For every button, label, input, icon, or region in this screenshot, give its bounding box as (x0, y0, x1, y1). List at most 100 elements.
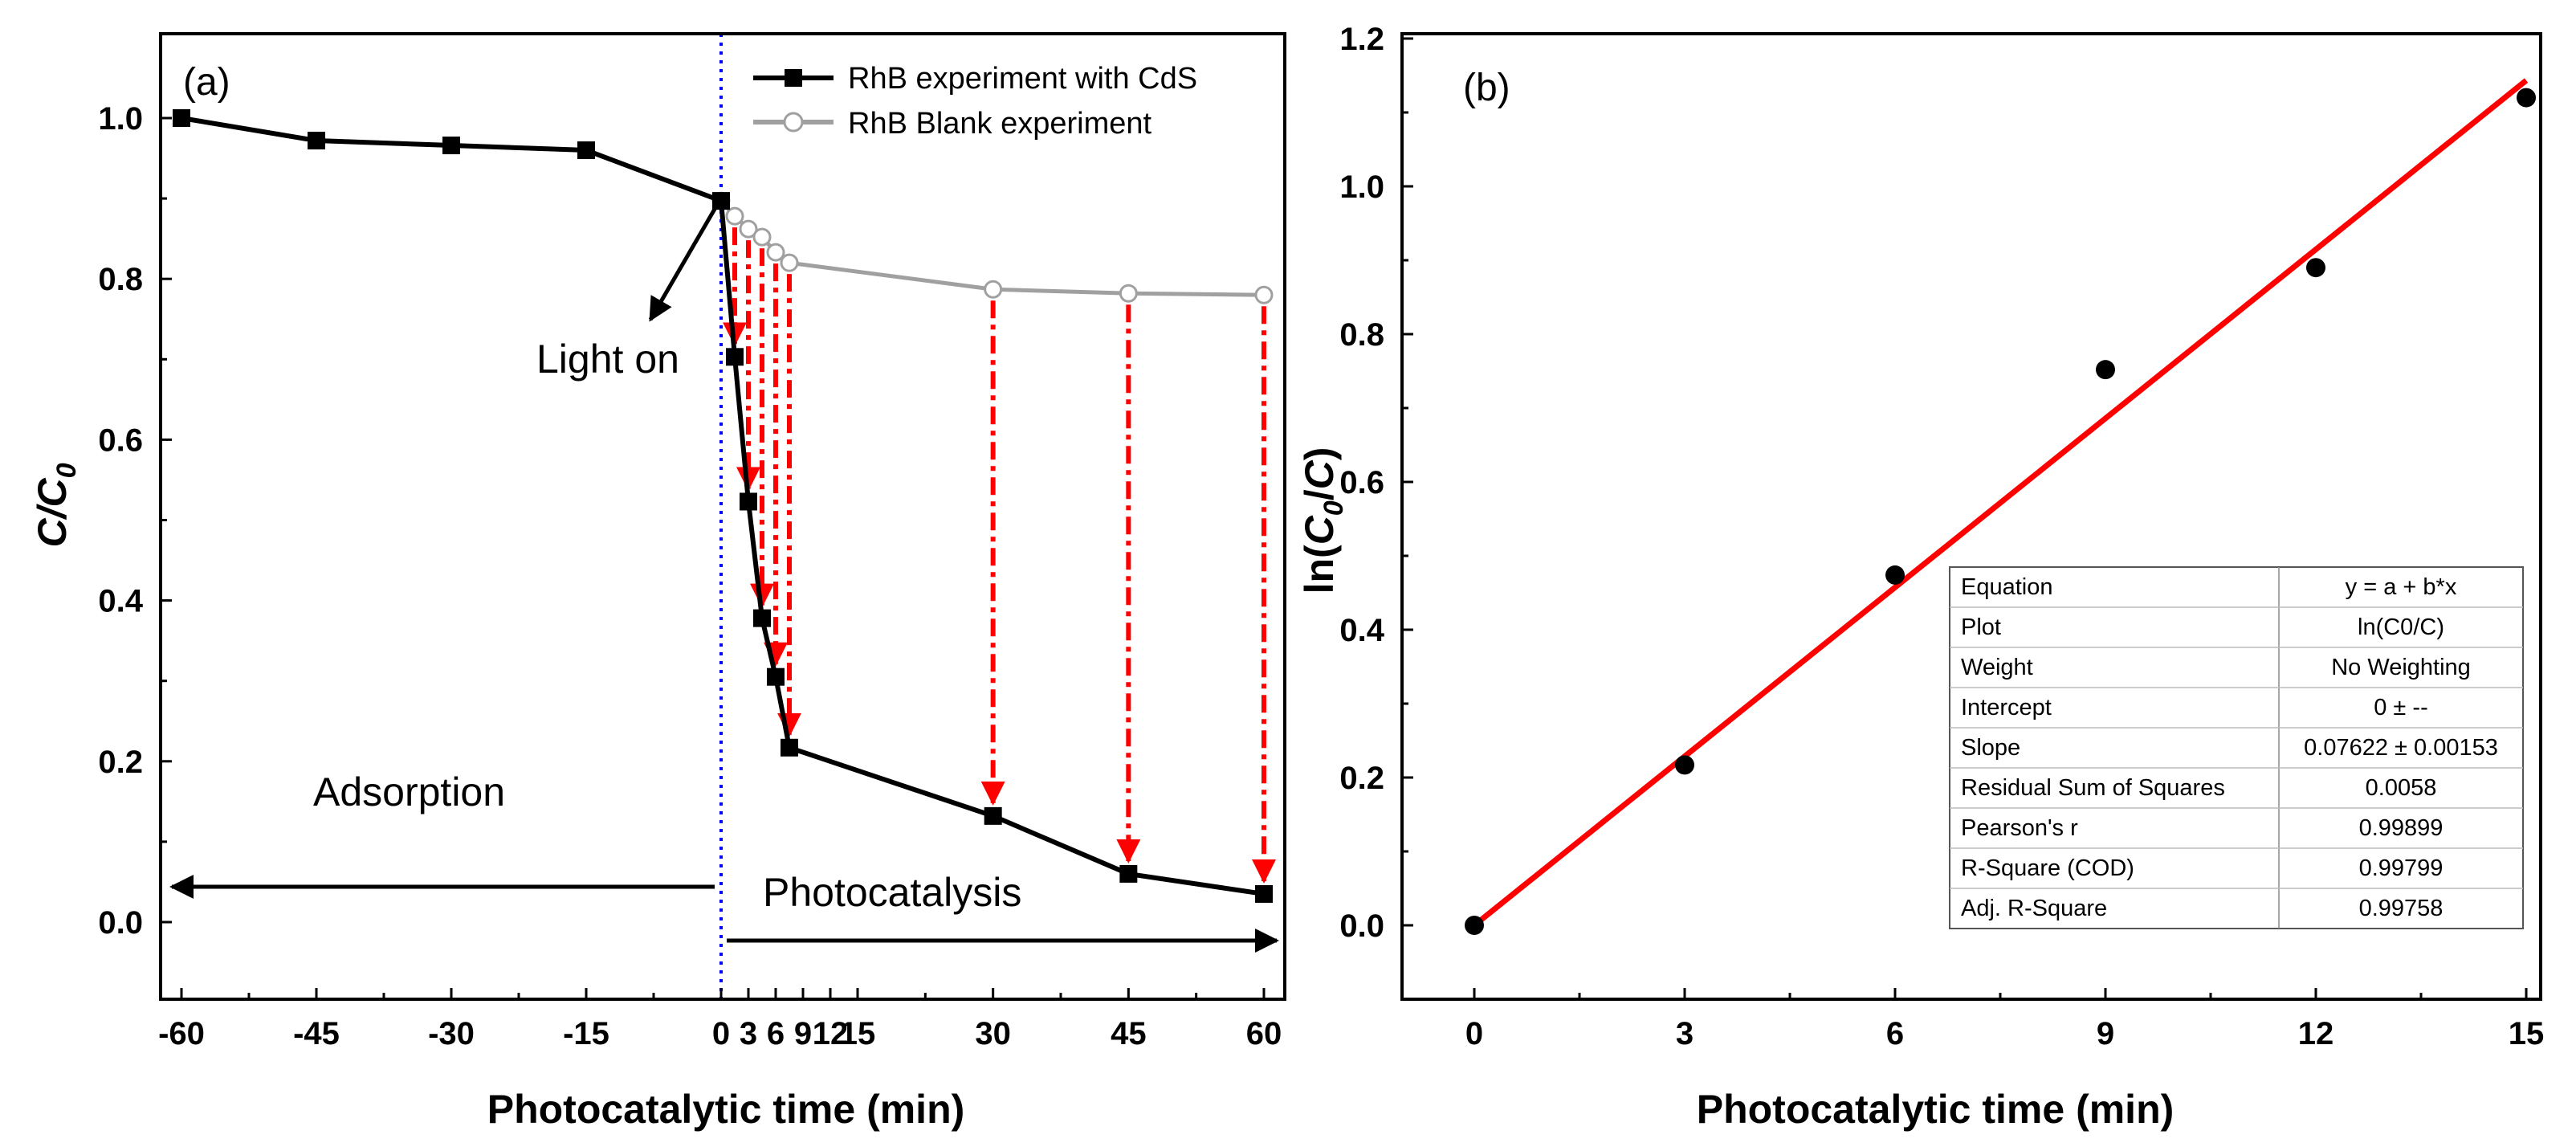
series-cds-point (173, 109, 190, 127)
data-point (1675, 755, 1694, 775)
stats-row-label: Weight (1961, 655, 2033, 680)
panel-a-y-tick-label: 0.0 (98, 905, 143, 941)
series-cds-point (726, 348, 744, 366)
stats-row-label: Equation (1961, 574, 2053, 600)
panel-b-x-tick-label: 15 (2509, 1016, 2545, 1051)
panel-b-x-tick-label: 9 (2097, 1016, 2114, 1051)
panel-a-x-tick-label: 30 (975, 1016, 1011, 1051)
series-cds-point (308, 132, 325, 150)
panel-b-x-tick-label: 12 (2298, 1016, 2334, 1051)
panel-a-x-tick-label: 12 (813, 1016, 849, 1051)
panel-b-points (1465, 88, 2536, 935)
y-axis-title-subscript: 0 (51, 463, 82, 478)
panel-b-y-tick-label: 0.6 (1339, 465, 1384, 500)
y-axis-title-c0: C (1297, 515, 1342, 545)
panel-b-axes (1400, 32, 2542, 1001)
y-axis-title-suffix: ) (1297, 447, 1342, 461)
stats-row-value: 0.99758 (2359, 896, 2444, 921)
series-blank-point (1254, 285, 1274, 304)
series-cds-point (781, 738, 798, 757)
series-blank-point (780, 253, 799, 272)
legend-cds-label: RhB experiment with CdS (848, 62, 1197, 96)
stats-row-value: 0 ± -- (2374, 695, 2427, 720)
panel-a-legend: RhB experiment with CdS RhB Blank experi… (753, 62, 1197, 141)
data-point (1885, 565, 1905, 585)
legend-blank-marker (783, 112, 804, 133)
panel-a-x-axis-title: Photocatalytic time (min) (487, 1087, 965, 1132)
panel-a-axes (159, 32, 1286, 1001)
stats-row-value: 0.99899 (2359, 815, 2444, 841)
y-axis-title-main: C/C (30, 478, 75, 548)
panel-a-frame (159, 32, 1286, 1001)
panel-b-fit (1472, 78, 2529, 928)
annotation-light-on: Light on (536, 337, 679, 382)
series-cds-point (984, 806, 1002, 825)
data-point (2096, 360, 2115, 380)
data-point (2517, 88, 2536, 108)
panel-b-y-tick-label: 0.4 (1339, 613, 1384, 648)
panel-a-y-tick-label: 1.0 (98, 101, 143, 137)
panel-a-x-tick-label: -30 (428, 1016, 475, 1051)
legend-blank-label: RhB Blank experiment (848, 107, 1152, 141)
panel-a-series (173, 109, 1274, 903)
panel-a-y-tick-label: 0.4 (98, 584, 143, 619)
series-cds-point (753, 609, 771, 627)
stats-row-label: Slope (1961, 735, 2020, 761)
series-blank-point (1119, 284, 1138, 303)
stats-row-value: y = a + b*x (2346, 574, 2457, 600)
series-cds-point (442, 137, 460, 155)
light-on-arrow (648, 199, 722, 322)
annotation-photocatalysis: Photocatalysis (763, 870, 1021, 915)
panel-b-x-axis-title: Photocatalytic time (min) (1697, 1087, 2175, 1132)
panel-b-y-tick-label: 0.2 (1339, 761, 1384, 796)
panel-a-y-axis-title: C/C0 (30, 463, 82, 547)
panel-a-x-tick-label: 0 (712, 1016, 730, 1051)
panel-a-y-tick-label: 0.2 (98, 745, 143, 780)
stats-table-border (1949, 566, 2524, 929)
stats-row-value: 0.0058 (2366, 775, 2437, 801)
panel-b-frame (1400, 32, 2542, 1001)
panel-b-x-tick-label: 6 (1886, 1016, 1904, 1051)
y-axis-title-prefix: ln( (1297, 545, 1342, 594)
panel-a-x-tick-label: 3 (740, 1016, 757, 1051)
panel-b-x-tick-label: 0 (1465, 1016, 1483, 1051)
stats-row-label: Adj. R-Square (1961, 896, 2107, 921)
panel-b: 0 3 6 9 12 15 0.0 0.2 0.4 0.6 0.8 1.0 1.2 (b) Photoc… (1297, 22, 2544, 1132)
series-blank-point (739, 219, 758, 239)
stats-row-label: Residual Sum of Squares (1961, 775, 2225, 801)
stats-row-label: Pearson's r (1961, 815, 2078, 841)
data-point (1465, 916, 1484, 935)
panel-a-label: (a) (183, 61, 230, 104)
panel-a-x-tick-label: -15 (563, 1016, 609, 1051)
stats-row-label: Intercept (1961, 695, 2052, 720)
panel-a-drop-arrows (723, 227, 1276, 884)
panel-a-annotations: Light on Adsorption Photocatalysis (169, 199, 1279, 953)
panel-a-y-tick-label: 0.6 (98, 422, 143, 458)
series-cds-point (1255, 884, 1273, 903)
series-cds-point (1119, 864, 1138, 883)
annotation-adsorption: Adsorption (313, 769, 505, 814)
panel-a-x-tick-label: 60 (1246, 1016, 1282, 1051)
panel-b-ticks: 0 3 6 9 12 15 0.0 0.2 0.4 0.6 0.8 1.0 1.2 (1339, 22, 2544, 1051)
panel-b-label: (b) (1463, 67, 1510, 109)
panel-a-x-tick-label: -45 (293, 1016, 340, 1051)
panel-b-y-tick-label: 0.0 (1339, 908, 1384, 944)
panel-a-x-tick-label: -60 (158, 1016, 205, 1051)
panel-b-y-tick-label: 1.2 (1339, 22, 1384, 57)
stats-row-label: Plot (1961, 614, 2001, 640)
series-blank-point (752, 227, 772, 247)
panel-a-x-tick-label: 9 (794, 1016, 812, 1051)
panel-a-y-tick-label: 0.8 (98, 262, 143, 297)
y-axis-title-c: C (1297, 459, 1342, 489)
legend-cds-marker (785, 69, 802, 87)
stats-row-value: 0.07622 ± 0.00153 (2304, 735, 2498, 761)
panel-b-y-axis-title: ln(C0/C) (1297, 447, 1349, 594)
y-axis-title-slash: / (1297, 489, 1342, 500)
stats-row-label: R-Square (COD) (1961, 855, 2134, 881)
stats-row-value: 0.99799 (2359, 855, 2444, 881)
series-blank-point (766, 243, 785, 262)
series-blank-point (725, 206, 744, 226)
linear-fit-line (1472, 78, 2529, 928)
